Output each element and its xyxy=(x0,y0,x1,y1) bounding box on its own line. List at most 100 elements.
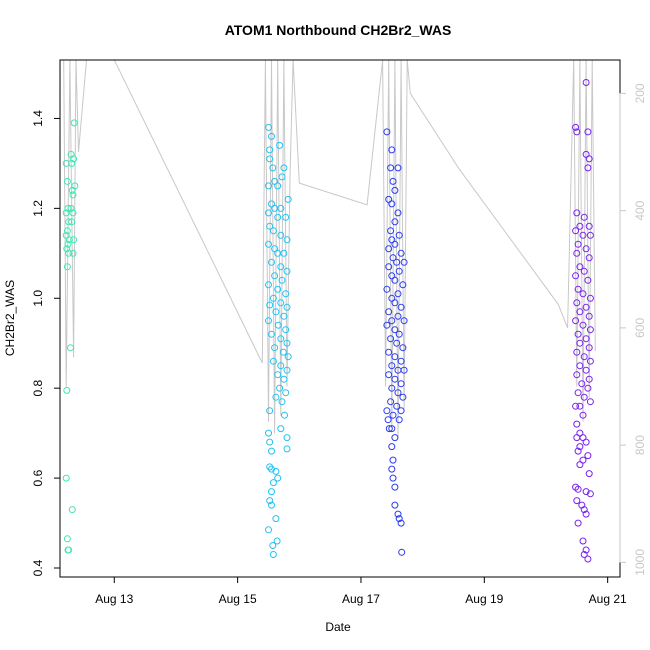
x-tick-label: Aug 21 xyxy=(589,592,627,606)
data-point xyxy=(576,263,584,271)
data-point xyxy=(574,485,582,493)
data-point xyxy=(394,209,402,217)
data-point xyxy=(271,272,279,280)
data-point xyxy=(68,218,76,226)
data-point xyxy=(389,474,397,482)
data-point xyxy=(576,402,584,410)
data-point xyxy=(282,389,290,397)
data-point xyxy=(582,546,590,554)
data-point xyxy=(277,362,285,370)
data-point xyxy=(277,204,285,212)
data-point xyxy=(582,488,590,496)
data-point xyxy=(391,218,399,226)
plot-frame xyxy=(59,59,621,578)
data-point xyxy=(387,335,395,343)
data-point xyxy=(584,384,592,392)
data-point xyxy=(579,290,587,298)
data-point xyxy=(266,497,274,505)
data-point xyxy=(393,339,401,347)
data-point xyxy=(576,461,584,469)
data-point xyxy=(385,348,393,356)
data-point xyxy=(64,204,72,212)
data-point xyxy=(283,303,291,311)
data-point xyxy=(274,474,282,482)
data-point xyxy=(385,371,393,379)
data-point xyxy=(276,141,284,149)
data-point xyxy=(265,240,272,248)
data-point xyxy=(394,389,402,397)
data-point xyxy=(576,339,584,347)
data-point xyxy=(397,303,405,311)
data-point xyxy=(388,146,396,154)
data-point xyxy=(278,398,286,406)
data-point xyxy=(68,159,76,167)
data-point xyxy=(572,272,580,280)
data-point xyxy=(391,375,399,383)
chart-title: ATOM1 Northbound CH2Br2_WAS xyxy=(225,22,452,38)
secondary-tick-label: 400 xyxy=(633,200,647,220)
data-point xyxy=(572,123,580,131)
data-point xyxy=(584,276,592,284)
data-point xyxy=(399,281,407,289)
data-point xyxy=(266,155,274,163)
data-point xyxy=(268,330,275,338)
data-point xyxy=(388,317,396,325)
data-point xyxy=(265,123,272,131)
data-point xyxy=(573,348,581,356)
data-point xyxy=(573,420,581,428)
data-point xyxy=(280,375,288,383)
data-point xyxy=(574,447,582,455)
data-point xyxy=(269,357,277,365)
data-point xyxy=(584,555,592,563)
data-point xyxy=(391,186,399,194)
data-point xyxy=(580,393,588,401)
data-point xyxy=(580,551,588,558)
data-point xyxy=(576,443,584,451)
data-point xyxy=(582,303,590,311)
data-point xyxy=(277,335,285,343)
data-point xyxy=(282,213,290,221)
y-tick-label: 0.4 xyxy=(31,559,45,576)
data-point xyxy=(397,380,405,388)
data-point xyxy=(397,357,405,365)
y-tick-label: 1.2 xyxy=(31,200,45,217)
data-point xyxy=(65,249,73,257)
data-point xyxy=(71,182,79,190)
data-point xyxy=(582,366,590,374)
data-point xyxy=(383,285,391,293)
data-point xyxy=(65,218,73,226)
data-point xyxy=(283,434,291,442)
data-point xyxy=(283,267,291,275)
data-point xyxy=(573,434,581,442)
data-point xyxy=(572,317,580,325)
data-point xyxy=(63,263,71,271)
data-point xyxy=(580,267,588,275)
data-point xyxy=(69,249,77,257)
data-point xyxy=(67,204,75,212)
data-point xyxy=(395,416,403,424)
data-point xyxy=(272,308,280,316)
data-point xyxy=(585,375,593,383)
data-point xyxy=(585,344,593,352)
data-point xyxy=(391,501,399,509)
data-point xyxy=(388,465,396,473)
data-point xyxy=(393,258,401,266)
data-point xyxy=(277,425,285,433)
y-tick-label: 1.0 xyxy=(31,290,45,307)
data-point xyxy=(277,299,285,307)
data-point xyxy=(269,164,277,172)
data-point xyxy=(580,213,588,221)
data-point xyxy=(62,209,70,217)
data-point xyxy=(391,299,399,307)
data-point xyxy=(268,132,275,140)
data-point xyxy=(385,245,393,253)
data-point xyxy=(582,79,590,86)
data-point xyxy=(266,407,274,415)
axes-layer: Aug 13 Aug 15 Aug 17 Aug 19 Aug 21 0.4 0.6 0.8 1… xyxy=(31,59,647,606)
data-point xyxy=(572,227,580,235)
data-point xyxy=(64,240,72,248)
data-point xyxy=(274,371,282,379)
data-point xyxy=(269,479,277,487)
data-point xyxy=(69,209,77,217)
data-point xyxy=(272,467,280,475)
